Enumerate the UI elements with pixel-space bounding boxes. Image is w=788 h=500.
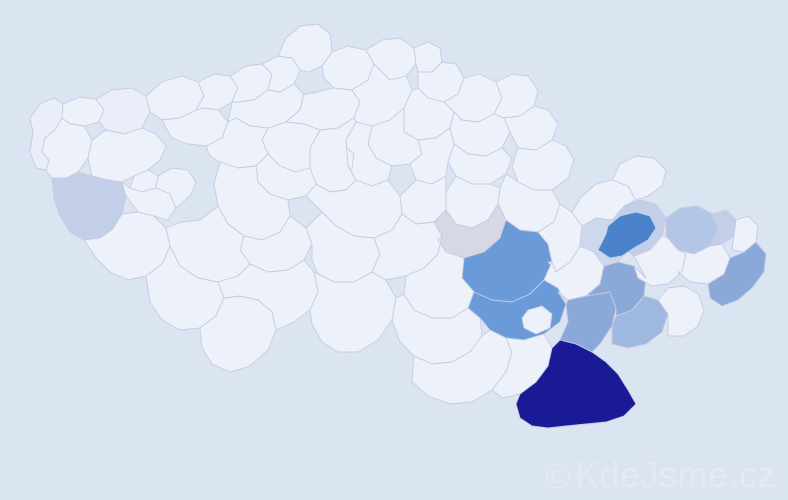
- district-jesenik[interactable]: Jeseník: 0: [611, 155, 667, 201]
- district-karlovy-vary[interactable]: Karlovy Vary: 1: [95, 87, 151, 135]
- district-plzen-sever[interactable]: Plzeň-sever: 0: [87, 127, 167, 183]
- district-frydek-mistek[interactable]: Frýdek-Místek: 7: [707, 241, 767, 307]
- district-prerov[interactable]: Přerov: 0: [633, 235, 687, 287]
- district-vsetin[interactable]: Vsetín: 0: [657, 285, 705, 337]
- district-most[interactable]: Most: 0: [195, 73, 239, 111]
- district-kromeriz[interactable]: Kroměříž: 7: [585, 261, 647, 317]
- district-zlin[interactable]: Zlín: 6: [611, 295, 669, 349]
- district-usti-nad-orlici[interactable]: Ústí nad Orlicí: 0: [511, 139, 575, 191]
- district-bruntal[interactable]: Bruntál: 9: [597, 211, 657, 259]
- district-brno-mesto[interactable]: Brno-město: 0: [521, 305, 553, 335]
- district-rychnov[interactable]: [503, 105, 559, 151]
- district-ostrava-mesto[interactable]: Ostrava-město: 5: [709, 209, 737, 247]
- district-jindrichuv-hradec[interactable]: Jindřichův Hradec: 0: [309, 271, 397, 353]
- district-rokycany[interactable]: Rokycany: 0: [155, 167, 197, 209]
- district-ceske-budejovice[interactable]: České Budějovice: 0: [217, 259, 319, 331]
